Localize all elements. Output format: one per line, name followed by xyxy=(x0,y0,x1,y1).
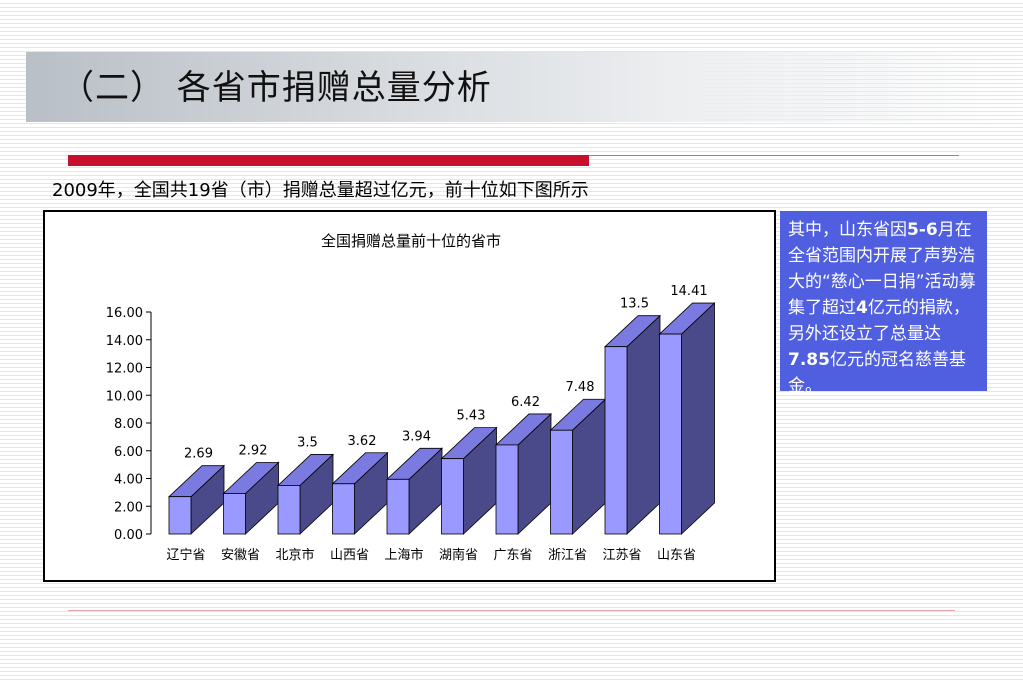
x-tick-label: 山西省 xyxy=(330,548,369,563)
bar-front xyxy=(168,496,192,535)
note-text-2: 月在全省范围内开展了声势浩大的“慈心一日捐”活动募集了超过 xyxy=(788,220,976,318)
bar xyxy=(222,461,280,535)
bar-front xyxy=(550,429,573,535)
note-bold-2: 4 xyxy=(856,298,868,318)
bar-side xyxy=(626,314,661,535)
bar xyxy=(331,451,389,535)
y-tick-label: 0.00 xyxy=(114,528,143,543)
data-label: 13.5 xyxy=(620,297,649,312)
x-tick-label: 湖南省 xyxy=(439,547,478,563)
x-tick-label: 浙江省 xyxy=(548,548,587,563)
bar xyxy=(494,412,553,535)
y-tick-label: 4.00 xyxy=(114,473,143,488)
bar xyxy=(603,314,662,535)
bar-side xyxy=(681,302,715,535)
bar xyxy=(385,447,444,535)
data-labels: 2.69 2.92 3.5 3.62 3.94 5.43 6.42 7.48 13.5 14.41 xyxy=(184,284,708,462)
y-tick-label: 12.00 xyxy=(106,362,143,377)
title-band xyxy=(26,52,1023,122)
y-tick-label: 6.00 xyxy=(114,445,143,460)
bar-front xyxy=(277,485,301,535)
accent-rule xyxy=(68,155,589,166)
data-label: 2.69 xyxy=(184,447,213,462)
y-tick-label: 2.00 xyxy=(114,500,143,515)
y-tick-label: 14.00 xyxy=(106,334,143,349)
chart-frame: 全国捐赠总量前十位的省市 0.00 2.00 4.00 6.00 8.00 10.00 12… xyxy=(43,210,776,582)
bar xyxy=(658,302,716,535)
bar-front xyxy=(495,444,519,535)
x-tick-label: 山东省 xyxy=(657,548,696,563)
bar-front xyxy=(441,458,464,535)
data-label: 3.5 xyxy=(297,435,318,450)
bar-front xyxy=(332,483,355,535)
bar xyxy=(276,453,335,535)
note-text-3: 亿元的捐款，另外还设立了总量达 xyxy=(788,298,970,344)
x-tick-label: 安徽省 xyxy=(221,548,260,563)
note-text-4: 亿元的冠名慈善基金。 xyxy=(788,350,966,396)
intro-text: 2009年，全国共19省（市）捐赠总量超过亿元，前十位如下图所示 xyxy=(52,180,589,201)
note-bold-1: 5-6 xyxy=(907,220,938,240)
bar-front xyxy=(386,478,410,535)
y-tick-label: 10.00 xyxy=(106,389,143,404)
note-bold-3: 7.85 xyxy=(788,350,830,370)
bar xyxy=(549,398,607,535)
x-tick-label: 上海市 xyxy=(384,547,423,563)
chart-title: 全国捐赠总量前十位的省市 xyxy=(321,232,501,250)
bar-front xyxy=(659,333,682,535)
bars xyxy=(167,302,716,535)
accent-rule-thin xyxy=(589,155,959,156)
y-tick-label: 16.00 xyxy=(106,306,143,321)
note-callout: 其中，山东省因5-6月在全省范围内开展了声势浩大的“慈心一日捐”活动募集了超过4… xyxy=(780,211,987,396)
page-title: （二） 各省市捐赠总量分析 xyxy=(60,68,492,108)
data-label: 3.62 xyxy=(348,434,377,449)
data-label: 5.43 xyxy=(457,409,486,424)
data-label: 14.41 xyxy=(670,284,707,299)
bottom-rule xyxy=(68,610,955,611)
x-axis-labels: 辽宁省 安徽省 北京市 山西省 上海市 湖南省 广东省 浙江省 江苏省 山东省 xyxy=(166,547,696,563)
bar xyxy=(167,464,226,535)
bar-chart: 全国捐赠总量前十位的省市 0.00 2.00 4.00 6.00 8.00 10.00 12… xyxy=(106,232,716,563)
note-text-1: 其中，山东省因 xyxy=(788,220,907,240)
data-label: 3.94 xyxy=(402,429,431,444)
bar-front xyxy=(604,346,628,535)
x-tick-label: 广东省 xyxy=(493,548,532,563)
data-label: 2.92 xyxy=(239,443,268,458)
x-tick-label: 北京市 xyxy=(275,547,314,563)
y-tick-label: 8.00 xyxy=(114,417,143,432)
data-label: 6.42 xyxy=(511,395,540,410)
y-axis: 0.00 2.00 4.00 6.00 8.00 10.00 12.00 14.00 16.00 xyxy=(106,306,152,543)
bar xyxy=(440,426,498,535)
data-label: 7.48 xyxy=(566,380,595,395)
x-tick-label: 江苏省 xyxy=(602,547,641,563)
x-tick-label: 辽宁省 xyxy=(166,547,205,563)
bar-front xyxy=(223,493,246,535)
